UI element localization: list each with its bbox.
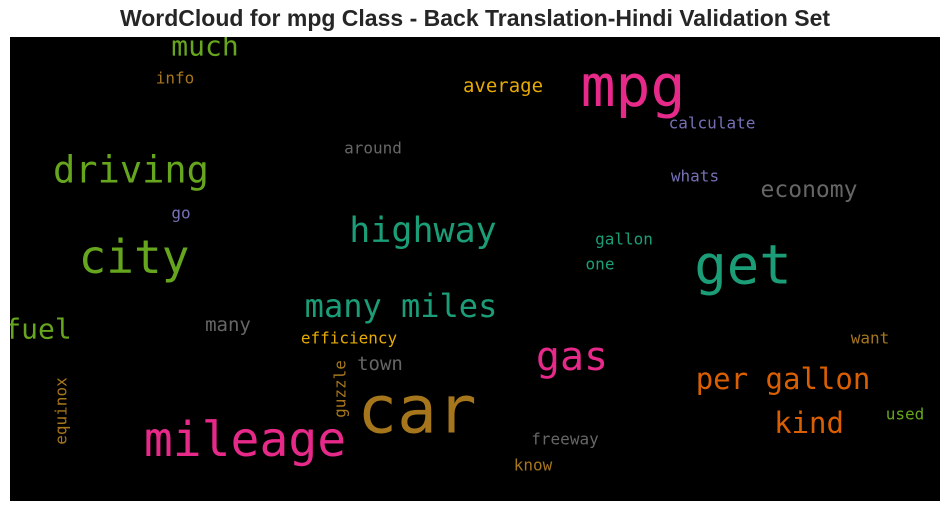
wordcloud-canvas: mpg car get mileage city driving highway many m… (10, 37, 940, 501)
word-per-gallon: per gallon (696, 362, 871, 396)
word-used: used (886, 405, 925, 424)
word-freeway: freeway (531, 430, 599, 449)
word-fuel: fuel (10, 313, 72, 346)
word-kind: kind (774, 406, 844, 440)
word-car: car (357, 372, 476, 449)
word-gallon: gallon (595, 230, 653, 249)
word-economy: economy (761, 177, 858, 203)
word-calculate: calculate (669, 114, 756, 133)
word-info: info (156, 69, 195, 88)
word-mpg: mpg (581, 52, 686, 120)
word-highway: highway (349, 211, 497, 251)
word-many: many (205, 314, 251, 336)
word-know: know (514, 456, 553, 475)
word-average: average (463, 75, 543, 97)
word-gas: gas (536, 334, 608, 380)
word-one: one (586, 255, 615, 274)
word-city: city (79, 230, 190, 284)
word-get: get (694, 234, 792, 297)
word-many-miles: many miles (305, 287, 498, 325)
word-guzzle: guzzle (331, 360, 350, 418)
word-town: town (357, 353, 403, 375)
word-driving: driving (53, 149, 209, 192)
word-equinox: equinox (52, 377, 71, 445)
word-mileage: mileage (144, 412, 346, 468)
word-around: around (344, 139, 402, 158)
word-much: much (171, 37, 238, 63)
wordcloud-svg: mpg car get mileage city driving highway many m… (10, 37, 925, 475)
chart-title: WordCloud for mpg Class - Back Translati… (119, 5, 831, 31)
word-whats: whats (671, 167, 719, 186)
word-want: want (851, 329, 890, 348)
word-go: go (171, 204, 190, 223)
word-efficiency: efficiency (301, 329, 398, 348)
